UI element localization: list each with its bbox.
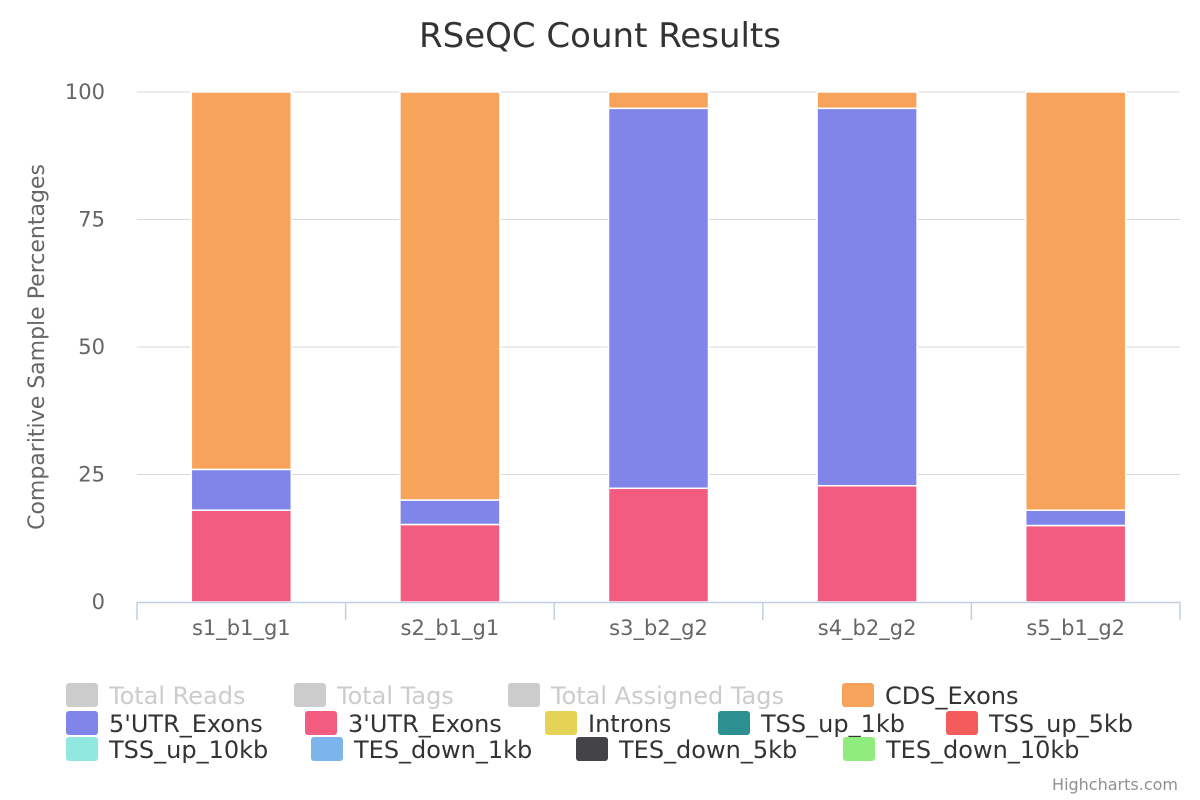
legend-swatch <box>311 737 343 761</box>
legend-item-5-utr-exons[interactable]: 5'UTR_Exons <box>66 710 263 738</box>
legend-swatch <box>66 737 98 761</box>
bar-3-utr-exons-s5_b1_g2[interactable] <box>1024 524 1127 603</box>
legend-swatch <box>576 737 608 761</box>
legend-label: 3'UTR_Exons <box>348 710 502 738</box>
legend-label: TES_down_1kb <box>353 736 532 764</box>
bar-3-utr-exons-s1_b1_g1[interactable] <box>190 509 293 603</box>
legend-swatch <box>66 683 98 707</box>
legend-swatch <box>305 711 337 735</box>
y-axis-label: Comparitive Sample Percentages <box>25 164 50 530</box>
bar-3-utr-exons-s2_b1_g1[interactable] <box>399 523 501 603</box>
legend-swatch <box>842 683 874 707</box>
bar-cds-exons-s5_b1_g2[interactable] <box>1024 91 1127 511</box>
bar-cds-exons-s3_b2_g2[interactable] <box>607 91 710 110</box>
y-tick-label: 100 <box>65 80 105 104</box>
bars <box>190 91 1127 603</box>
bar-3-utr-exons-s4_b2_g2[interactable] <box>816 484 918 603</box>
legend-item-3-utr-exons[interactable]: 3'UTR_Exons <box>305 710 502 738</box>
bar-5-utr-exons-s2_b1_g1[interactable] <box>399 499 501 526</box>
x-tick-label: s3_b2_g2 <box>609 616 708 641</box>
legend: Total Reads Total Tags Total Assigned Tags… <box>66 682 1133 764</box>
bar-cds-exons-s2_b1_g1[interactable] <box>399 91 501 501</box>
legend-label: TSS_up_5kb <box>988 710 1133 738</box>
legend-item-total-reads[interactable]: Total Reads <box>66 682 246 710</box>
legend-swatch <box>508 683 540 707</box>
y-tick-label: 50 <box>78 335 105 359</box>
bar-5-utr-exons-s5_b1_g2[interactable] <box>1024 509 1127 527</box>
legend-label: Total Assigned Tags <box>550 682 784 710</box>
x-tick-label: s5_b1_g2 <box>1026 616 1125 641</box>
y-tick-label: 75 <box>78 208 105 232</box>
legend-label: Total Tags <box>336 682 454 710</box>
legend-label: TES_down_10kb <box>885 736 1080 764</box>
legend-swatch <box>294 683 326 707</box>
legend-swatch <box>946 711 978 735</box>
legend-label: TES_down_5kb <box>618 736 797 764</box>
credits-link[interactable]: Highcharts.com <box>1052 775 1178 794</box>
legend-item-tes-down-1kb[interactable]: TES_down_1kb <box>311 736 532 764</box>
legend-item-total-tags[interactable]: Total Tags <box>294 682 454 710</box>
legend-label: TSS_up_10kb <box>108 736 268 764</box>
bar-5-utr-exons-s3_b2_g2[interactable] <box>607 107 710 490</box>
bar-cds-exons-s4_b2_g2[interactable] <box>816 91 918 110</box>
y-tick-label: 25 <box>78 463 105 487</box>
legend-label: Total Reads <box>108 682 246 710</box>
y-tick-label: 0 <box>92 590 105 614</box>
legend-item-tss-up-10kb[interactable]: TSS_up_10kb <box>66 736 268 764</box>
legend-swatch <box>66 711 98 735</box>
legend-item-tss-up-1kb[interactable]: TSS_up_1kb <box>718 710 905 738</box>
x-axis: s1_b1_g1 s2_b1_g1 s3_b2_g2 s4_b2_g2 s5_b1_g2 <box>136 601 1181 641</box>
legend-item-tes-down-10kb[interactable]: TES_down_10kb <box>843 736 1080 764</box>
bar-5-utr-exons-s1_b1_g1[interactable] <box>190 468 293 511</box>
legend-label: CDS_Exons <box>885 682 1019 710</box>
x-tick-label: s1_b1_g1 <box>192 616 291 641</box>
legend-swatch <box>718 711 750 735</box>
x-tick-label: s2_b1_g1 <box>401 616 500 641</box>
bar-cds-exons-s1_b1_g1[interactable] <box>190 91 293 471</box>
legend-item-cds-exons[interactable]: CDS_Exons <box>842 682 1019 710</box>
legend-item-tes-down-5kb[interactable]: TES_down_5kb <box>576 736 797 764</box>
legend-label: Introns <box>588 710 671 738</box>
legend-item-tss-up-5kb[interactable]: TSS_up_5kb <box>946 710 1133 738</box>
bar-3-utr-exons-s3_b2_g2[interactable] <box>607 487 710 603</box>
legend-item-total-assigned-tags[interactable]: Total Assigned Tags <box>508 682 784 710</box>
x-tick-label: s4_b2_g2 <box>818 616 917 641</box>
bar-5-utr-exons-s4_b2_g2[interactable] <box>816 107 918 487</box>
legend-label: 5'UTR_Exons <box>109 710 263 738</box>
legend-swatch <box>843 737 875 761</box>
legend-label: TSS_up_1kb <box>760 710 905 738</box>
legend-item-introns[interactable]: Introns <box>545 710 671 738</box>
chart-title: RSeQC Count Results <box>419 16 781 56</box>
legend-swatch <box>545 711 577 735</box>
